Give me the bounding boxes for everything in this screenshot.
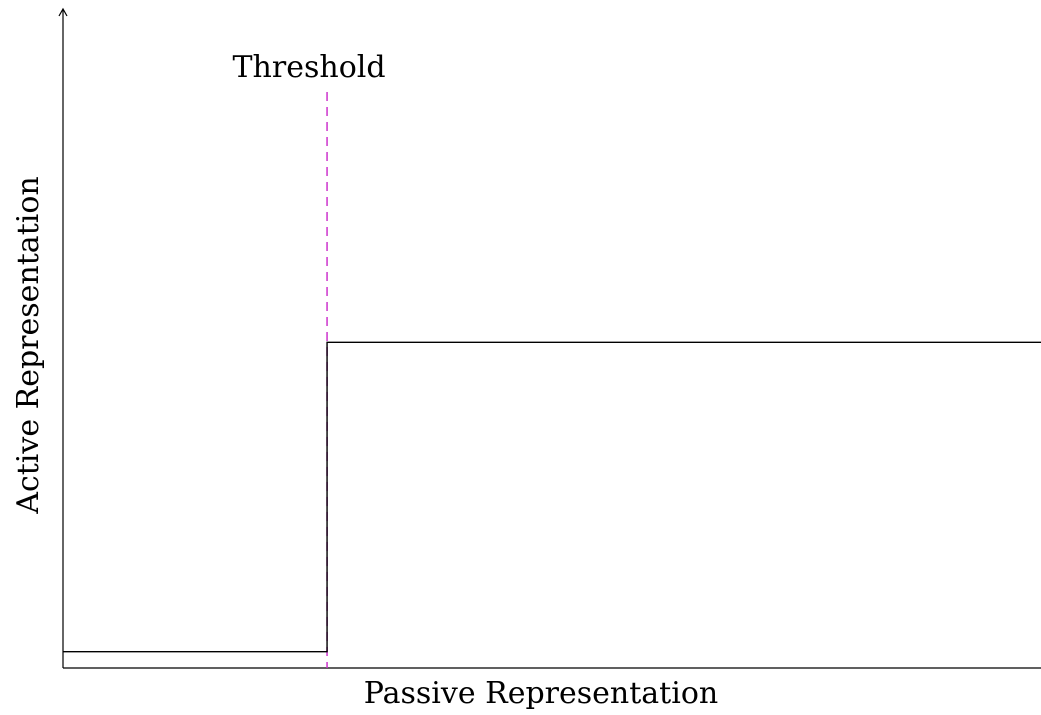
series-layer <box>63 341 1041 653</box>
y-axis-title: Active Representation <box>11 176 46 514</box>
series-line-0 <box>63 341 1041 653</box>
threshold-label: Threshold <box>233 50 386 85</box>
x-axis-title: Passive Representation <box>364 676 718 711</box>
y-axis-arrow-icon <box>58 7 68 17</box>
